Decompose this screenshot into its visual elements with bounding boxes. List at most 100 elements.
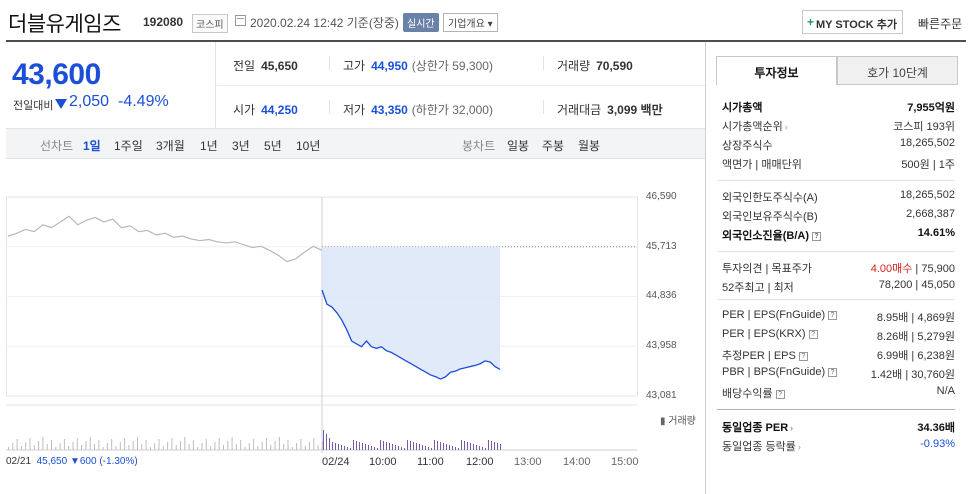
info-row: 외국인보유주식수(B) 2,668,387 (717, 205, 955, 224)
volume-bar (278, 437, 280, 450)
price-chart[interactable]: 46,590 45,713 44,836 43,958 43,081 ▮ 거래량… (6, 160, 705, 494)
volume-bar (467, 442, 468, 450)
volume-bar (197, 447, 199, 450)
volume-bar (431, 448, 432, 450)
market-cap-group: 시가총액 7,955억원 시가총액순위 › 코스피 193위 상장주식수 18,265,… (717, 96, 955, 172)
volume-bar (323, 430, 324, 450)
volume-bar (353, 440, 354, 450)
period-1w[interactable]: 1주일 (114, 139, 143, 153)
chevron-right-icon[interactable]: › (784, 122, 788, 132)
help-icon[interactable]: ? (812, 232, 821, 241)
tab-orderbook-10[interactable]: 호가 10단계 (837, 56, 958, 85)
chevron-down-icon: ▾ (484, 19, 493, 30)
volume-bar (244, 447, 246, 450)
help-icon[interactable]: ? (828, 368, 838, 377)
volume-bar (446, 444, 447, 450)
opinion-value: 4.00매수 (870, 263, 913, 275)
volume-bar (455, 447, 456, 450)
chevron-right-icon[interactable]: › (790, 423, 794, 433)
current-price: 43,600 (12, 58, 101, 91)
candle-weekly[interactable]: 주봉 (542, 139, 565, 153)
divider (717, 180, 955, 181)
volume-bar (81, 445, 83, 450)
volume-bar (296, 443, 298, 450)
high-value: 44,950 (371, 59, 408, 73)
info-row: 동일업종 등락률 › -0.93% (717, 435, 955, 454)
info-label: 시가총액 (722, 102, 763, 114)
volume-bar (89, 437, 91, 450)
info-label: 동일업종 PER (722, 422, 789, 434)
volume-bar (461, 440, 462, 450)
info-row: 시가총액 7,955억원 (717, 96, 955, 115)
prev-close-value: 45,650 (261, 59, 298, 73)
candle-daily[interactable]: 일봉 (507, 139, 530, 153)
volume-bar (124, 438, 126, 450)
valuation-group: PER | EPS(FnGuide)? 8.95배 | 4,869원 PER | … (717, 306, 955, 401)
info-value: 500원 | 1주 (901, 159, 955, 171)
period-5y[interactable]: 5년 (264, 139, 282, 153)
divider (717, 409, 955, 410)
volume-bar (115, 446, 117, 450)
stat-label: 전일 (233, 59, 256, 73)
time-label: 12:00 (466, 456, 494, 468)
info-row: 추정PER | EPS? 6.99배 | 6,238원 (717, 344, 955, 363)
info-value: 1.42배 | 30,760원 (870, 369, 955, 381)
info-value: 18,265,502 (899, 189, 955, 201)
prev-day-summary: 02/21 45,650 ▼600 (-1.30%) (6, 456, 138, 467)
add-mystock-button[interactable]: + MY STOCK 추가 (802, 10, 903, 34)
volume-bar (128, 445, 130, 450)
price-change: 2,050 (69, 93, 110, 110)
y-tick-label: 43,081 (646, 390, 677, 401)
volume-bar (253, 439, 255, 450)
help-icon[interactable]: ? (798, 352, 808, 361)
help-icon[interactable]: ? (808, 330, 818, 339)
volume-bar (488, 440, 489, 450)
volume-bar (494, 442, 495, 450)
time-label: 15:00 (611, 456, 639, 468)
time-label: 02/24 (322, 456, 350, 468)
volume-bar (401, 447, 402, 450)
period-1y[interactable]: 1년 (200, 139, 218, 153)
quick-order-link[interactable]: 빠른주문 (918, 17, 963, 31)
line-chart-label: 선차트 (40, 139, 74, 153)
tab-investment-info[interactable]: 투자정보 (716, 56, 837, 85)
candle-monthly[interactable]: 월봉 (578, 139, 601, 153)
time-label: 02/21 (6, 456, 32, 467)
volume-bar (473, 444, 474, 450)
info-row: 액면가 | 매매단위 500원 | 1주 (717, 153, 955, 172)
volume-bar (470, 443, 471, 450)
volume-bar (55, 447, 57, 450)
volume-bar (218, 438, 220, 450)
market-badge: 코스피 (192, 14, 228, 33)
volume-bar (59, 443, 61, 450)
help-icon[interactable]: ? (775, 390, 785, 399)
info-row: PER | EPS(KRX)? 8.26배 | 5,279원 (717, 325, 955, 344)
volume-bar (266, 438, 267, 450)
help-icon[interactable]: ? (828, 311, 838, 320)
company-overview-dropdown[interactable]: 기업개요 ▾ (443, 13, 498, 32)
volume-bar (184, 437, 186, 450)
period-3m[interactable]: 3개월 (156, 139, 185, 153)
chevron-right-icon[interactable]: › (797, 442, 801, 452)
period-3y[interactable]: 3년 (232, 139, 250, 153)
volume-bar (42, 437, 44, 450)
volume-bar (68, 446, 70, 450)
realtime-badge[interactable]: 실시간 (403, 13, 439, 32)
investment-info-panel: 투자정보 호가 10단계 시가총액 7,955억원 시가총액순위 › 코스피 193위… (705, 42, 966, 494)
period-10y[interactable]: 10년 (296, 139, 321, 153)
stock-name: 더블유게임즈 (8, 13, 121, 36)
volume-bar (16, 439, 18, 450)
info-label: 52주최고 | 최저 (722, 282, 794, 294)
info-value: 14.61% (917, 227, 955, 239)
volume-bar (362, 443, 363, 450)
open-value: 44,250 (261, 103, 298, 117)
info-value: 34.36배 (917, 422, 955, 434)
volume-bar (404, 448, 405, 450)
period-1d[interactable]: 1일 (83, 139, 101, 153)
info-value: 18,265,502 (899, 137, 955, 149)
volume-bar (425, 446, 426, 450)
volume-bar (407, 440, 408, 450)
volume-bar (371, 446, 372, 450)
info-label: 외국인한도주식수(A) (722, 192, 818, 204)
info-row: 외국인소진율(B/A)? 14.61% (717, 224, 955, 243)
